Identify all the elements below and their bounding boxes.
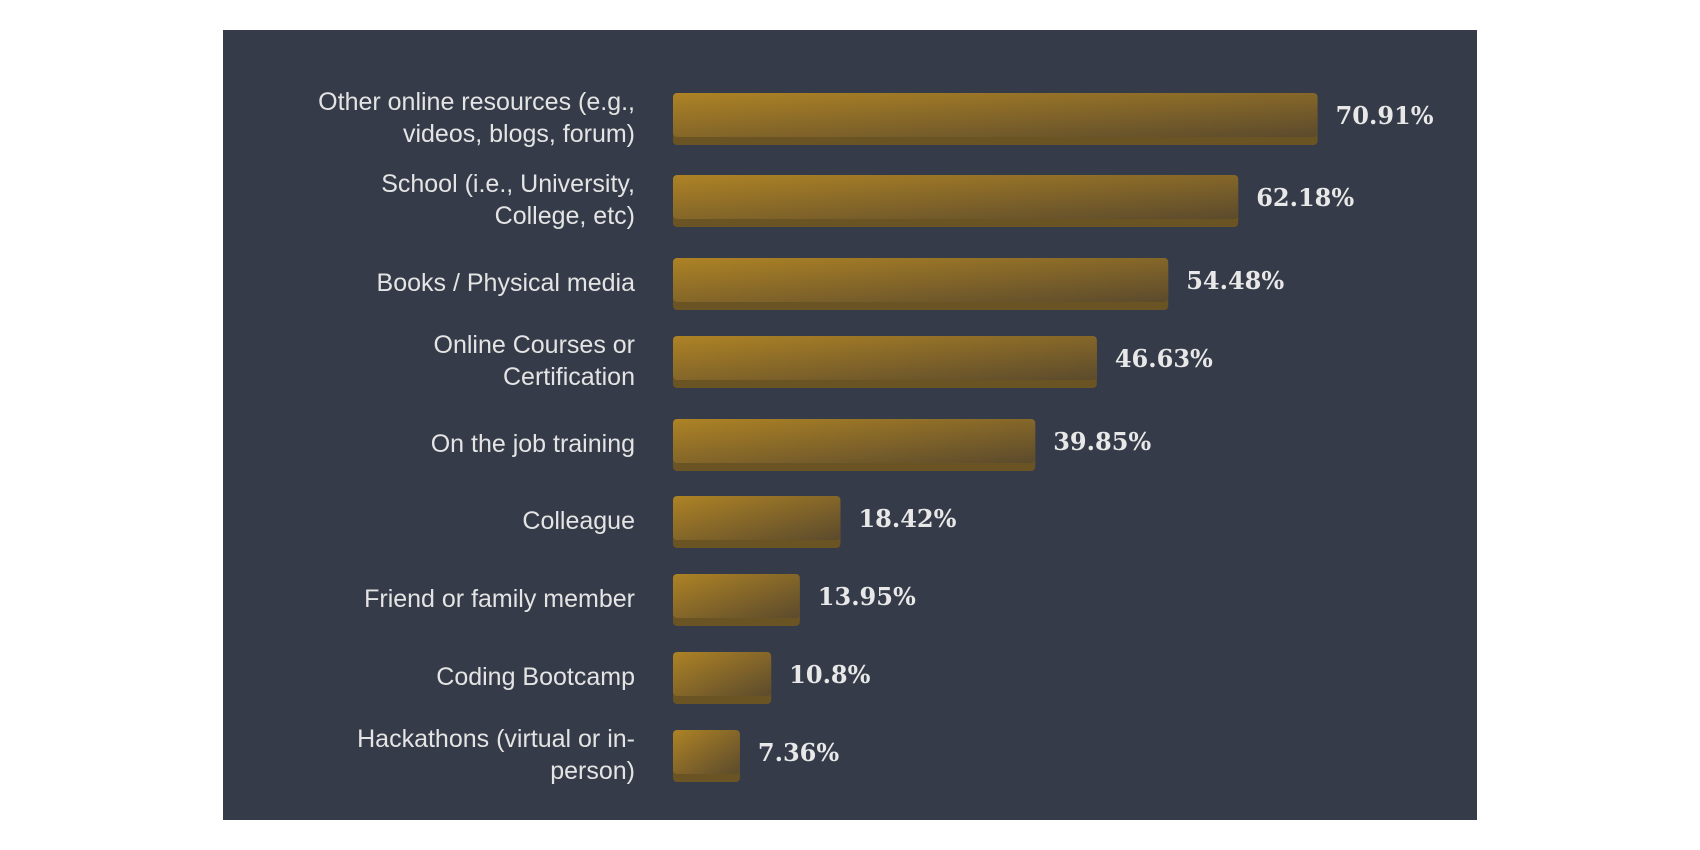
category-label: Colleague [522,507,635,535]
bar [673,652,772,696]
category-label-line: Hackathons (virtual or in- [357,725,635,753]
bar [673,574,800,618]
bar [673,175,1239,219]
category-label-line: Online Courses or [434,331,635,359]
bar [673,496,841,540]
bar [673,258,1169,302]
category-label-line: Other online resources (e.g., [318,88,635,116]
chart-panel: 70.91% Other online resources (e.g., video… [223,30,1477,820]
category-label-line: videos, blogs, forum) [403,120,635,148]
category-label-line: person) [550,757,635,785]
category-label: Online Courses or Certification [434,331,635,391]
value-label: 10.8% [789,660,870,689]
value-label: 62.18% [1256,183,1354,212]
value-label: 39.85% [1053,427,1151,456]
category-label: Friend or family member [364,585,635,613]
category-label: Books / Physical media [377,269,636,297]
bar [673,93,1318,137]
value-label: 13.95% [818,582,916,611]
category-label-line: Coding Bootcamp [436,663,635,691]
category-label: Coding Bootcamp [436,663,635,691]
value-label: 46.63% [1115,344,1213,373]
category-label-line: Friend or family member [364,585,635,613]
bar [673,336,1097,380]
category-label-line: School (i.e., University, [381,170,635,198]
value-label: 54.48% [1186,266,1284,295]
category-label-line: Colleague [522,507,635,535]
bar-chart: 70.91% Other online resources (e.g., video… [318,88,1434,785]
category-label-line: Books / Physical media [377,269,636,297]
bar [673,730,740,774]
category-label: School (i.e., University, College, etc) [381,170,635,230]
value-label: 7.36% [758,738,839,767]
category-label: On the job training [431,430,635,458]
category-label-line: College, etc) [495,202,635,230]
category-label: Other online resources (e.g., videos, blo… [318,88,635,148]
category-label: Hackathons (virtual or in-person) [357,725,635,785]
bars-group: 70.91% Other online resources (e.g., video… [318,88,1434,785]
value-label: 70.91% [1336,101,1434,130]
category-label-line: On the job training [431,430,635,458]
category-label-line: Certification [503,363,635,391]
value-label: 18.42% [858,504,956,533]
bar [673,419,1036,463]
